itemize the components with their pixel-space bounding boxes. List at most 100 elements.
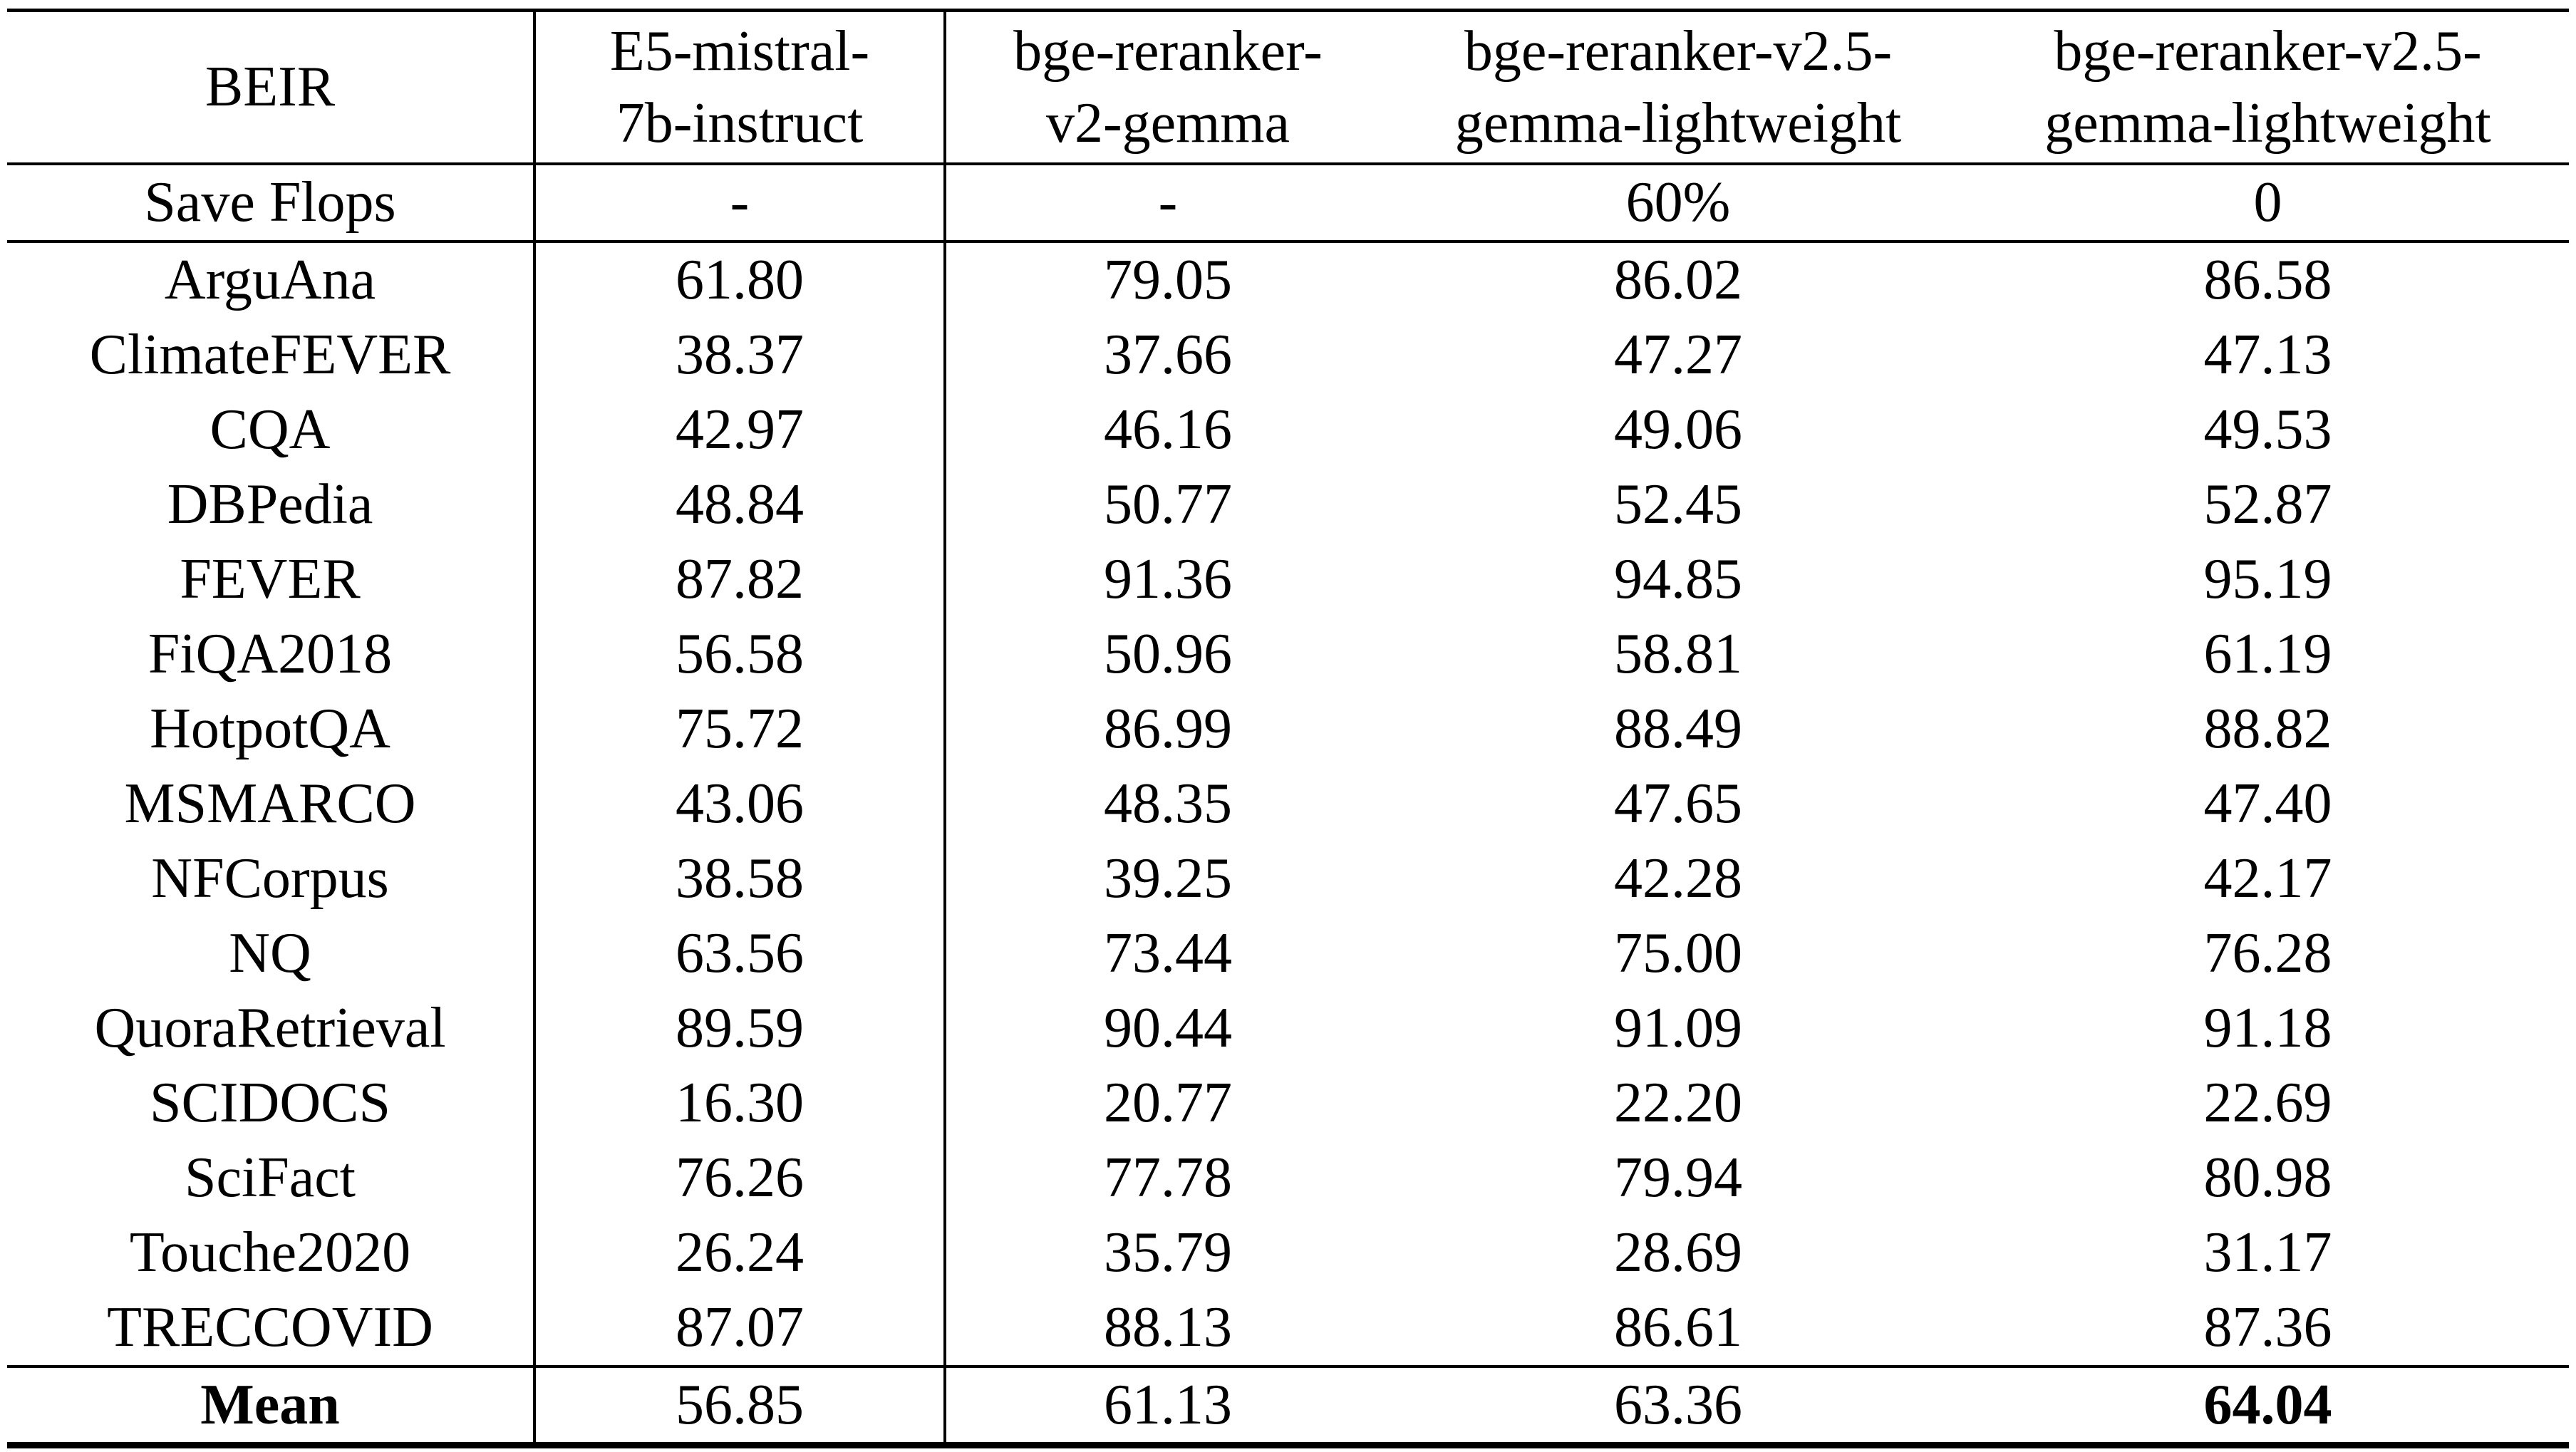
score-cell: 58.81 — [1614, 623, 1742, 685]
score-cell: 49.06 — [1614, 398, 1742, 461]
header-line: v2-gemma — [1045, 91, 1290, 155]
score-cell: 87.82 — [534, 542, 946, 617]
score-cell: 79.94 — [1614, 1146, 1742, 1209]
score-cell: 52.87 — [2203, 473, 2332, 536]
table-row: HotpotQA 75.72 86.99 88.49 88.82 — [7, 692, 2569, 767]
score-cell: 49.53 — [2203, 398, 2332, 461]
score-cell: 26.24 — [534, 1215, 946, 1290]
score-cell: 88.82 — [2203, 698, 2332, 760]
dataset-name-cell: NQ — [7, 916, 536, 991]
score-cell: 50.96 — [1104, 623, 1232, 685]
score-cell: 42.28 — [1614, 847, 1742, 910]
dataset-name-cell: HotpotQA — [7, 692, 536, 767]
score-cell: 42.97 — [534, 393, 946, 467]
dataset-name-cell: ClimateFEVER — [7, 318, 536, 393]
header-line: 7b-instruct — [616, 91, 864, 155]
dataset-name-cell: NFCorpus — [7, 841, 536, 916]
table-body: Save Flops - - 60% 0 ArguAna 61.80 79.05 86… — [7, 164, 2569, 1446]
score-cell: 56.58 — [534, 617, 946, 692]
table-row: NQ 63.56 73.44 75.00 76.28 — [7, 916, 2569, 991]
score-cell: 47.40 — [2203, 772, 2332, 835]
score-cell: 47.13 — [2203, 323, 2332, 386]
score-cell: 47.65 — [1614, 772, 1742, 835]
score-cell: 75.00 — [1614, 922, 1742, 985]
mean-score-cell: 63.36 — [1390, 1365, 1967, 1446]
dataset-name-cell: ArguAna — [7, 242, 536, 318]
dataset-name-cell: SciFact — [7, 1141, 536, 1215]
dataset-name-cell: MSMARCO — [7, 767, 536, 841]
mean-score-cell: 56.85 — [534, 1365, 946, 1446]
score-cell: 28.69 — [1614, 1221, 1742, 1284]
score-cell: 79.05 — [1104, 249, 1232, 311]
header-line: gemma-lightweight — [2044, 91, 2491, 155]
dataset-name-cell: SCIDOCS — [7, 1066, 536, 1141]
score-cell: 48.35 — [1104, 772, 1232, 835]
score-cell: 22.69 — [2203, 1072, 2332, 1134]
score-cell: 87.36 — [2203, 1296, 2332, 1359]
score-cell: 90.44 — [1104, 997, 1232, 1059]
mean-score-cell: 61.13 — [945, 1365, 1390, 1446]
score-cell: 86.58 — [2203, 249, 2332, 311]
score-cell: 47.27 — [1614, 323, 1742, 386]
table-row: TRECCOVID 87.07 88.13 86.61 87.36 — [7, 1290, 2569, 1367]
score-cell: 86.02 — [1614, 249, 1742, 311]
score-cell: 87.07 — [534, 1290, 946, 1367]
score-cell: 16.30 — [534, 1066, 946, 1141]
header-line: bge-reranker-v2.5- — [2054, 19, 2482, 83]
column-header-bge-reranker-v25-lightweight-60: bge-reranker-v2.5- gemma-lightweight — [1390, 10, 1967, 165]
score-cell: 77.78 — [1104, 1146, 1232, 1209]
table-row: FEVER 87.82 91.36 94.85 95.19 — [7, 542, 2569, 617]
column-header-beir: BEIR — [7, 10, 536, 165]
score-cell: 37.66 — [1104, 323, 1232, 386]
table-row: SciFact 76.26 77.78 79.94 80.98 — [7, 1141, 2569, 1215]
row-label-cell: Save Flops — [7, 164, 536, 243]
score-cell: 91.18 — [2203, 997, 2332, 1059]
table-row: ArguAna 61.80 79.05 86.02 86.58 — [7, 242, 2569, 318]
table-row: Touche2020 26.24 35.79 28.69 31.17 — [7, 1215, 2569, 1290]
column-header-e5-mistral: E5-mistral- 7b-instruct — [534, 10, 946, 165]
score-cell: 75.72 — [534, 692, 946, 767]
score-cell: 73.44 — [1104, 922, 1232, 985]
table-row: MSMARCO 43.06 48.35 47.65 47.40 — [7, 767, 2569, 841]
save-flops-row: Save Flops - - 60% 0 — [7, 164, 2569, 243]
score-cell: 52.45 — [1614, 473, 1742, 536]
score-cell: 61.80 — [534, 242, 946, 318]
score-cell: 91.36 — [1104, 548, 1232, 611]
column-header-bge-reranker-v2-gemma: bge-reranker- v2-gemma — [945, 10, 1390, 165]
score-cell: 95.19 — [2203, 548, 2332, 611]
table-row: SCIDOCS 16.30 20.77 22.20 22.69 — [7, 1066, 2569, 1141]
score-cell: 42.17 — [2203, 847, 2332, 910]
table-row: NFCorpus 38.58 39.25 42.28 42.17 — [7, 841, 2569, 916]
beir-results-table: BEIR E5-mistral- 7b-instruct bge-reranke… — [7, 9, 2569, 1448]
table-row: DBPedia 48.84 50.77 52.45 52.87 — [7, 467, 2569, 542]
score-cell: 50.77 — [1104, 473, 1232, 536]
table-row: ClimateFEVER 38.37 37.66 47.27 47.13 — [7, 318, 2569, 393]
table-header: BEIR E5-mistral- 7b-instruct bge-reranke… — [7, 10, 2569, 165]
score-cell: 88.13 — [1104, 1296, 1232, 1359]
score-cell: 88.49 — [1614, 698, 1742, 760]
table-row: FiQA2018 56.58 50.96 58.81 61.19 — [7, 617, 2569, 692]
header-line: bge-reranker- — [1013, 19, 1323, 83]
score-cell: 91.09 — [1614, 997, 1742, 1059]
save-flops-cell: - — [534, 164, 946, 243]
score-cell: 31.17 — [2203, 1221, 2332, 1284]
header-line: bge-reranker-v2.5- — [1464, 19, 1893, 83]
save-flops-cell: - — [945, 164, 1390, 243]
score-cell: 86.99 — [1104, 698, 1232, 760]
score-cell: 76.26 — [534, 1141, 946, 1215]
score-cell: 89.59 — [534, 991, 946, 1066]
save-flops-cell: 0 — [1967, 164, 2569, 243]
score-cell: 35.79 — [1104, 1221, 1232, 1284]
score-cell: 43.06 — [534, 767, 946, 841]
score-cell: 94.85 — [1614, 548, 1742, 611]
score-cell: 39.25 — [1104, 847, 1232, 910]
score-cell: 38.58 — [534, 841, 946, 916]
table-row: QuoraRetrieval 89.59 90.44 91.09 91.18 — [7, 991, 2569, 1066]
score-cell: 86.61 — [1614, 1296, 1742, 1359]
score-cell: 63.56 — [534, 916, 946, 991]
score-cell: 46.16 — [1104, 398, 1232, 461]
score-cell: 22.20 — [1614, 1072, 1742, 1134]
header-line: gemma-lightweight — [1454, 91, 1902, 155]
dataset-name-cell: FEVER — [7, 542, 536, 617]
dataset-name-cell: CQA — [7, 393, 536, 467]
